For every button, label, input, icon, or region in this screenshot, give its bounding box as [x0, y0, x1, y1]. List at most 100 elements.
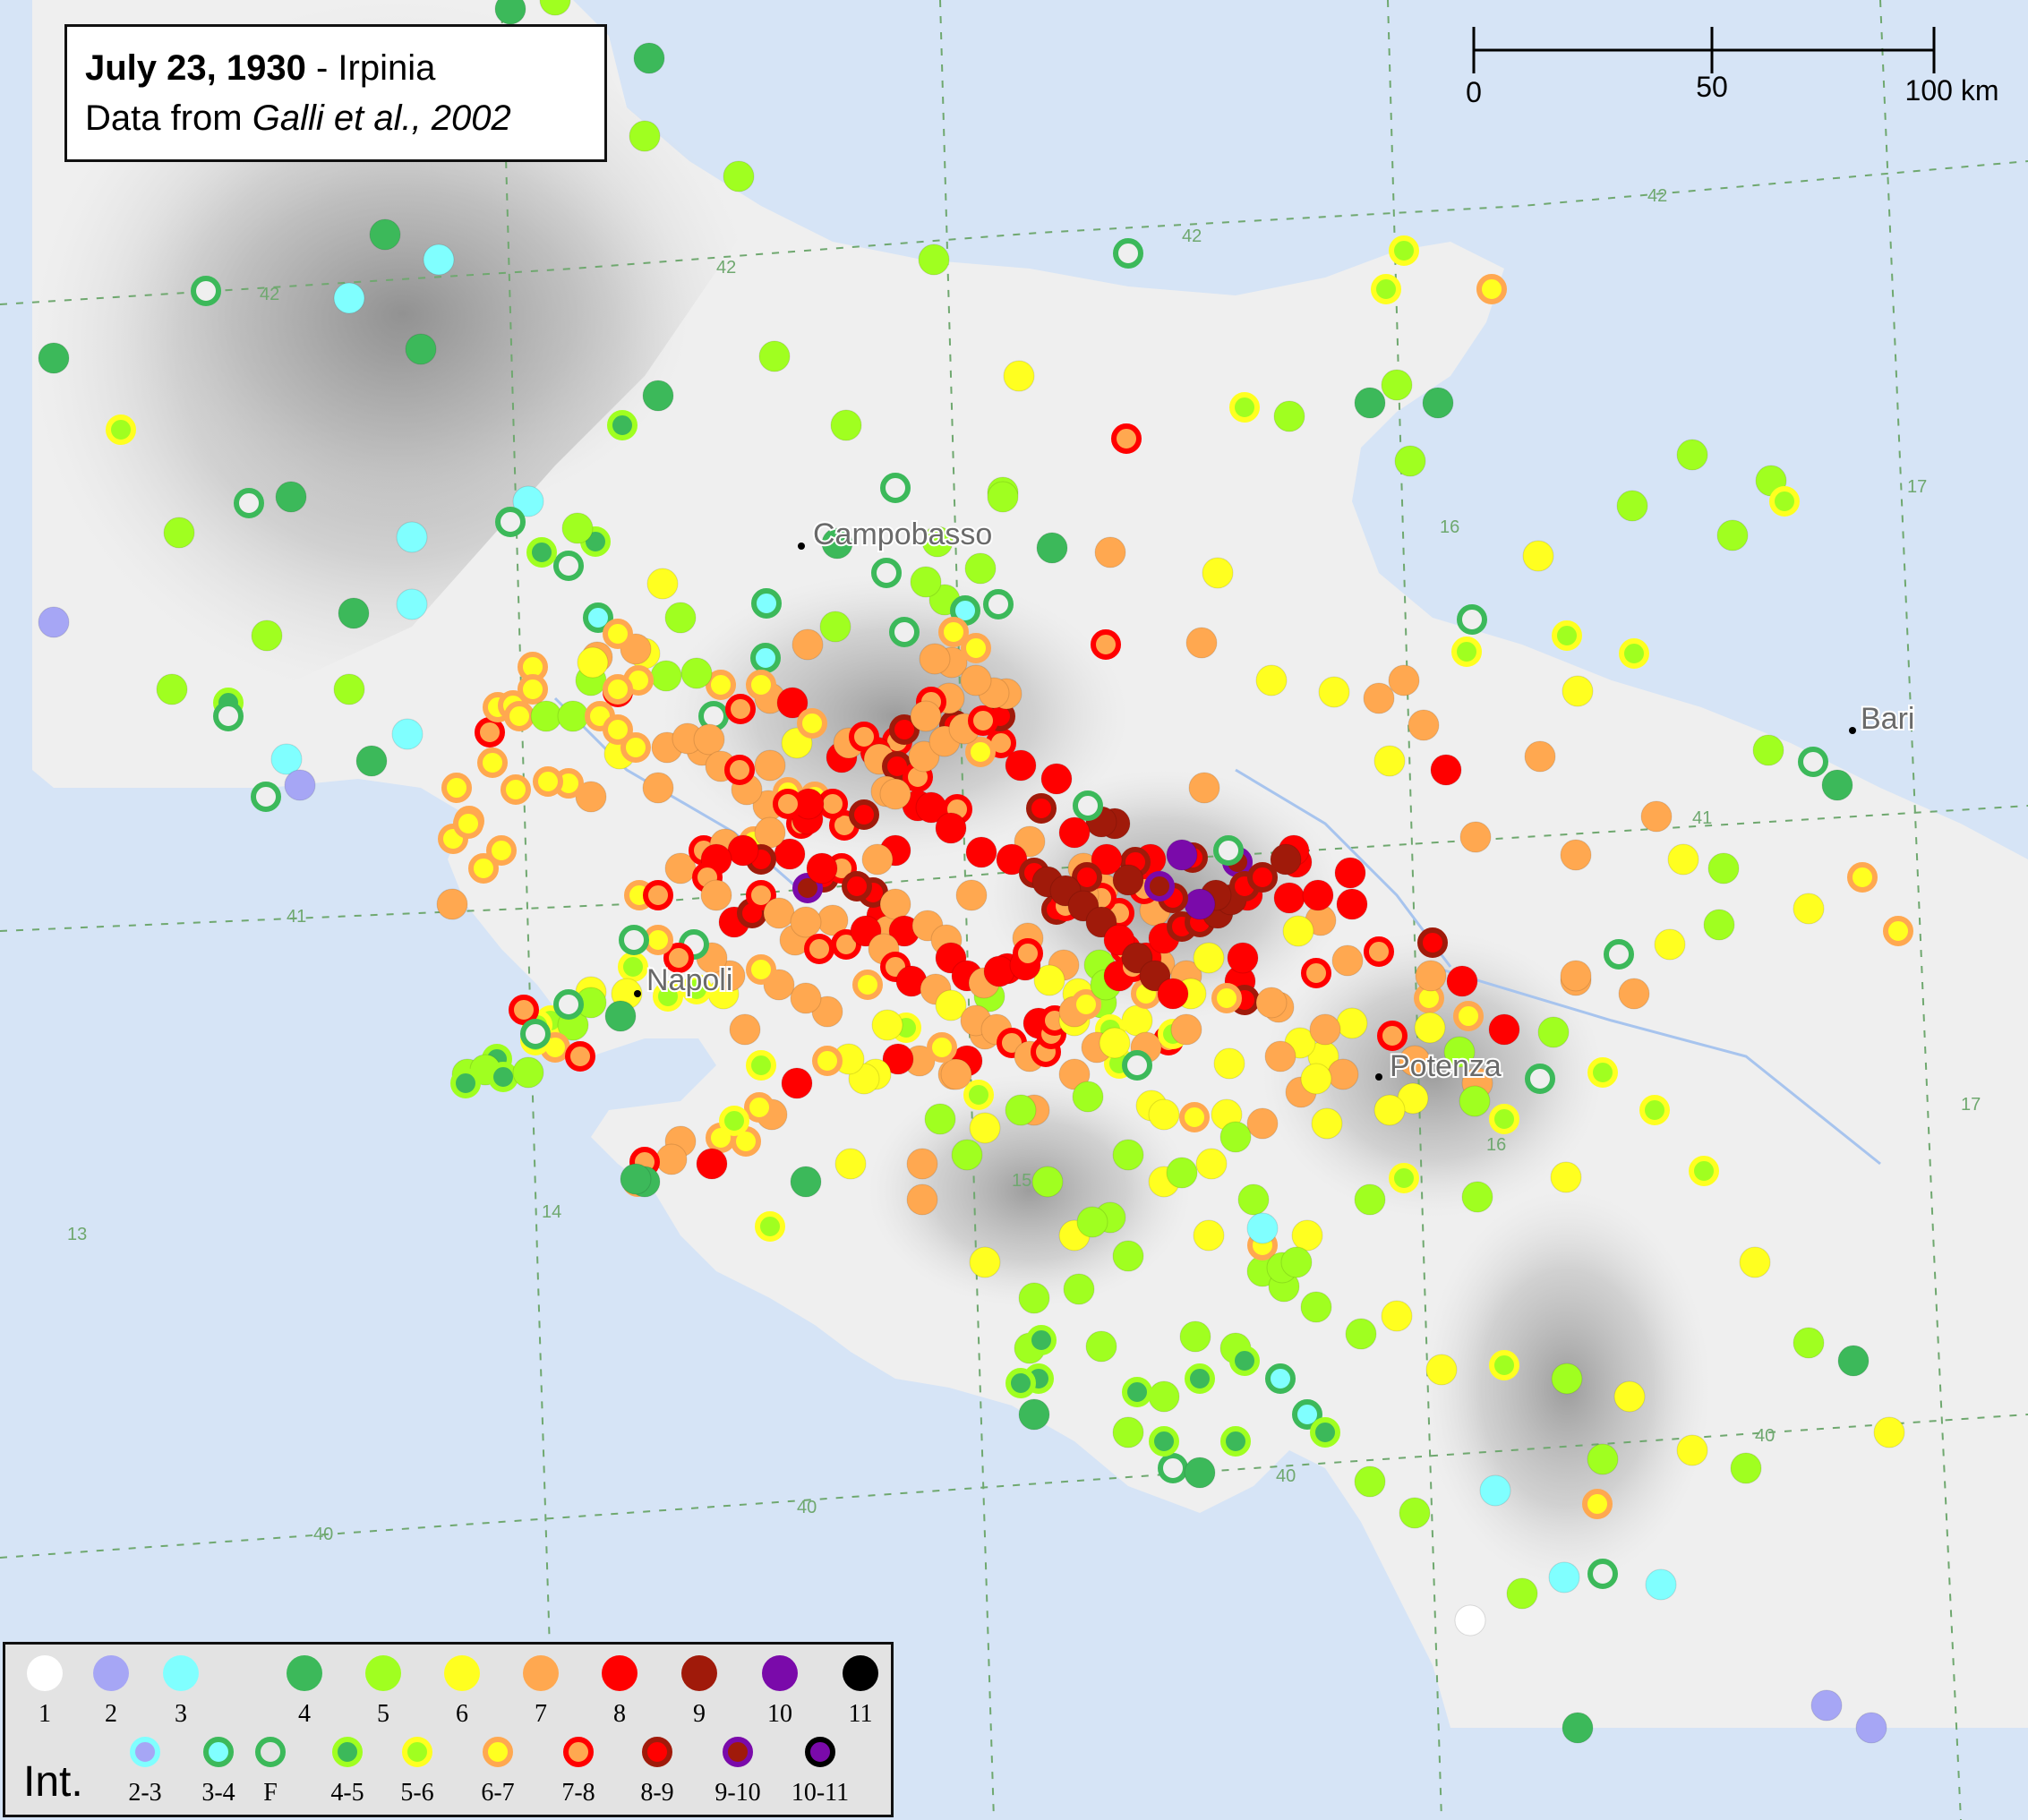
- legend-symbol-icon: [723, 1737, 753, 1767]
- intensity-point: [910, 566, 942, 598]
- intensity-point: [1144, 871, 1175, 901]
- legend-symbol-icon: [287, 1655, 322, 1691]
- intensity-point: [526, 537, 557, 568]
- intensity-point: [819, 611, 851, 643]
- intensity-point: [646, 568, 679, 600]
- intensity-point: [746, 954, 776, 985]
- legend-symbol-icon: [255, 1737, 286, 1767]
- intensity-point: [1033, 964, 1065, 996]
- intensity-point: [1220, 1426, 1251, 1457]
- legend-item: 6-7: [466, 1737, 529, 1807]
- intensity-point: [1371, 274, 1401, 304]
- intensity-point: [607, 410, 637, 440]
- source-prefix: Data from: [85, 98, 252, 138]
- grid-label: 40: [1755, 1426, 1775, 1446]
- intensity-point: [1336, 1007, 1368, 1039]
- intensity-point: [1451, 637, 1482, 667]
- intensity-point: [453, 808, 483, 839]
- grid-label: 16: [1486, 1135, 1506, 1155]
- intensity-point: [1703, 909, 1735, 941]
- intensity-point: [1550, 1161, 1582, 1193]
- legend-item: 7-8: [547, 1737, 610, 1807]
- grid-label: 42: [716, 258, 736, 278]
- intensity-point: [969, 1112, 1001, 1144]
- legend-item: 2-3: [114, 1737, 176, 1807]
- intensity-point: [1422, 387, 1454, 419]
- grid-label: 17: [1907, 477, 1927, 497]
- intensity-point: [1548, 1561, 1580, 1594]
- source-authors: Galli et al., 2002: [252, 98, 511, 138]
- intensity-point: [1616, 490, 1648, 522]
- intensity-point: [1587, 1057, 1618, 1088]
- intensity-point: [960, 664, 992, 696]
- intensity-point: [871, 558, 902, 588]
- intensity-point: [1091, 629, 1121, 660]
- intensity-point: [1309, 1013, 1341, 1046]
- intensity-point: [969, 1246, 1001, 1278]
- intensity-point: [1063, 1273, 1095, 1305]
- intensity-point: [1302, 879, 1334, 911]
- intensity-point: [1270, 843, 1302, 876]
- intensity-point: [1488, 1013, 1520, 1046]
- intensity-point: [1005, 1094, 1037, 1126]
- intensity-point: [1793, 1327, 1825, 1359]
- intensity-point: [1318, 676, 1350, 708]
- intensity-point: [1229, 392, 1260, 423]
- intensity-point: [553, 551, 584, 581]
- intensity-point: [1184, 888, 1216, 920]
- city-label: Campobasso: [813, 517, 992, 551]
- intensity-point: [1676, 439, 1708, 471]
- title-separator: -: [305, 48, 338, 88]
- intensity-point: [1331, 944, 1364, 977]
- intensity-point: [38, 342, 70, 374]
- intensity-point: [1752, 734, 1784, 766]
- intensity-point: [849, 722, 879, 752]
- intensity-point: [940, 1058, 972, 1090]
- intensity-point: [561, 512, 594, 544]
- intensity-point: [1689, 1156, 1719, 1186]
- intensity-point: [790, 982, 822, 1014]
- intensity-point: [486, 835, 517, 866]
- intensity-point: [603, 674, 633, 705]
- intensity-point: [1282, 915, 1314, 947]
- intensity-point: [964, 552, 997, 585]
- intensity-point: [396, 521, 428, 553]
- intensity-point: [1639, 1095, 1670, 1125]
- intensity-point: [751, 588, 782, 619]
- intensity-point: [1373, 1094, 1406, 1126]
- intensity-point: [1188, 772, 1220, 804]
- intensity-point: [509, 995, 539, 1025]
- intensity-point: [1354, 387, 1386, 419]
- intensity-point: [1026, 1325, 1057, 1355]
- intensity-point: [1739, 1246, 1771, 1278]
- legend-item: 5: [352, 1655, 415, 1729]
- intensity-point: [1837, 1345, 1870, 1377]
- legend-item: 2: [80, 1655, 142, 1729]
- legend-label: 8-9: [640, 1779, 674, 1807]
- grid-label: 42: [1182, 226, 1202, 246]
- intensity-point: [355, 745, 388, 777]
- intensity-point: [1300, 1291, 1332, 1323]
- intensity-point: [987, 481, 1019, 513]
- intensity-point: [1506, 1577, 1538, 1610]
- legend-item: 11: [829, 1655, 892, 1729]
- intensity-point: [1112, 1416, 1144, 1448]
- intensity-point: [1522, 540, 1554, 572]
- legend-int-label: Int.: [23, 1758, 83, 1806]
- intensity-point: [441, 773, 472, 803]
- intensity-point: [1072, 862, 1102, 893]
- legend-label: 10-11: [791, 1779, 850, 1807]
- legend-item: 7: [509, 1655, 572, 1729]
- scale-label-100: 100 km: [1905, 74, 1999, 107]
- legend-label: 2-3: [128, 1779, 162, 1807]
- intensity-point: [1148, 1098, 1180, 1131]
- intensity-point: [1005, 1368, 1036, 1398]
- legend-symbol-icon: [332, 1737, 363, 1767]
- legend-symbol-icon: [444, 1655, 480, 1691]
- legend-label: 11: [848, 1700, 873, 1728]
- legend-symbol-icon: [762, 1655, 798, 1691]
- legend-item: F: [239, 1737, 302, 1807]
- intensity-point: [369, 218, 401, 251]
- intensity-point: [927, 1032, 957, 1063]
- legend-label: 7: [535, 1700, 547, 1728]
